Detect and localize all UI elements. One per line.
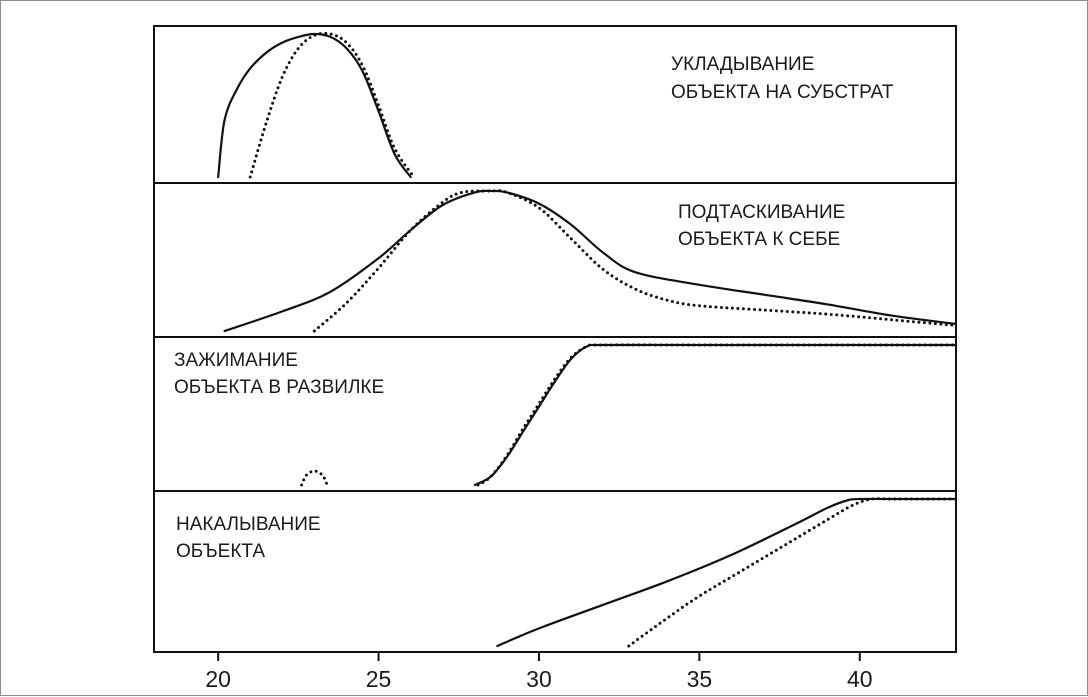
panel-label-line: ЗАЖИМАНИЕ xyxy=(174,350,298,371)
panel-nakalyvanie: НАКАЛЫВАНИЕ ОБЪЕКТА xyxy=(176,497,958,648)
series-line-solid xyxy=(217,32,412,179)
panel-label-line: ПОДТАСКИВАНИЕ xyxy=(678,202,845,223)
panel-label-line: УКЛАДЫВАНИЕ xyxy=(671,54,814,75)
x-tick-label: 40 xyxy=(847,666,873,692)
series-line-dotted xyxy=(476,343,958,487)
plot-frame xyxy=(153,25,957,653)
panel-dividers xyxy=(154,182,956,492)
series-line-dotted xyxy=(300,469,329,487)
panels: УКЛАДЫВАНИЕ ОБЪЕКТА НА СУБСТРАТ ПОДТАСКИВА… xyxy=(174,31,958,648)
series-line-dotted xyxy=(312,189,958,333)
x-tick-label: 20 xyxy=(205,666,231,692)
x-tick-label: 35 xyxy=(687,666,713,692)
panel-zazhimanie: ЗАЖИМАНИЕ ОБЪЕКТА В РАЗВИЛКЕ xyxy=(174,343,958,487)
series-line-solid xyxy=(496,497,958,648)
panel-label-line: ОБЪЕКТА НА СУБСТРАТ xyxy=(671,82,894,103)
panel-label-line: НАКАЛЫВАНИЕ xyxy=(176,514,321,535)
panel-label-line: ОБЪЕКТА В РАЗВИЛКЕ xyxy=(174,377,384,398)
x-axis: 20 25 30 35 40 xyxy=(205,652,873,692)
series-line-dotted xyxy=(627,497,958,648)
series-line-solid xyxy=(473,343,958,487)
panel-podtaskivanie: ПОДТАСКИВАНИЕ ОБЪЕКТА К СЕБЕ xyxy=(223,189,958,333)
x-tick-label: 25 xyxy=(366,666,392,692)
panel-label-line: ОБЪЕКТА xyxy=(176,541,265,562)
panel-ukladyvanie: УКЛАДЫВАНИЕ ОБЪЕКТА НА СУБСТРАТ xyxy=(217,31,894,179)
panel-label-line: ОБЪЕКТА К СЕБЕ xyxy=(678,229,840,250)
x-tick-label: 30 xyxy=(526,666,552,692)
series-line-solid xyxy=(223,189,958,333)
series-line-dotted xyxy=(248,31,416,179)
